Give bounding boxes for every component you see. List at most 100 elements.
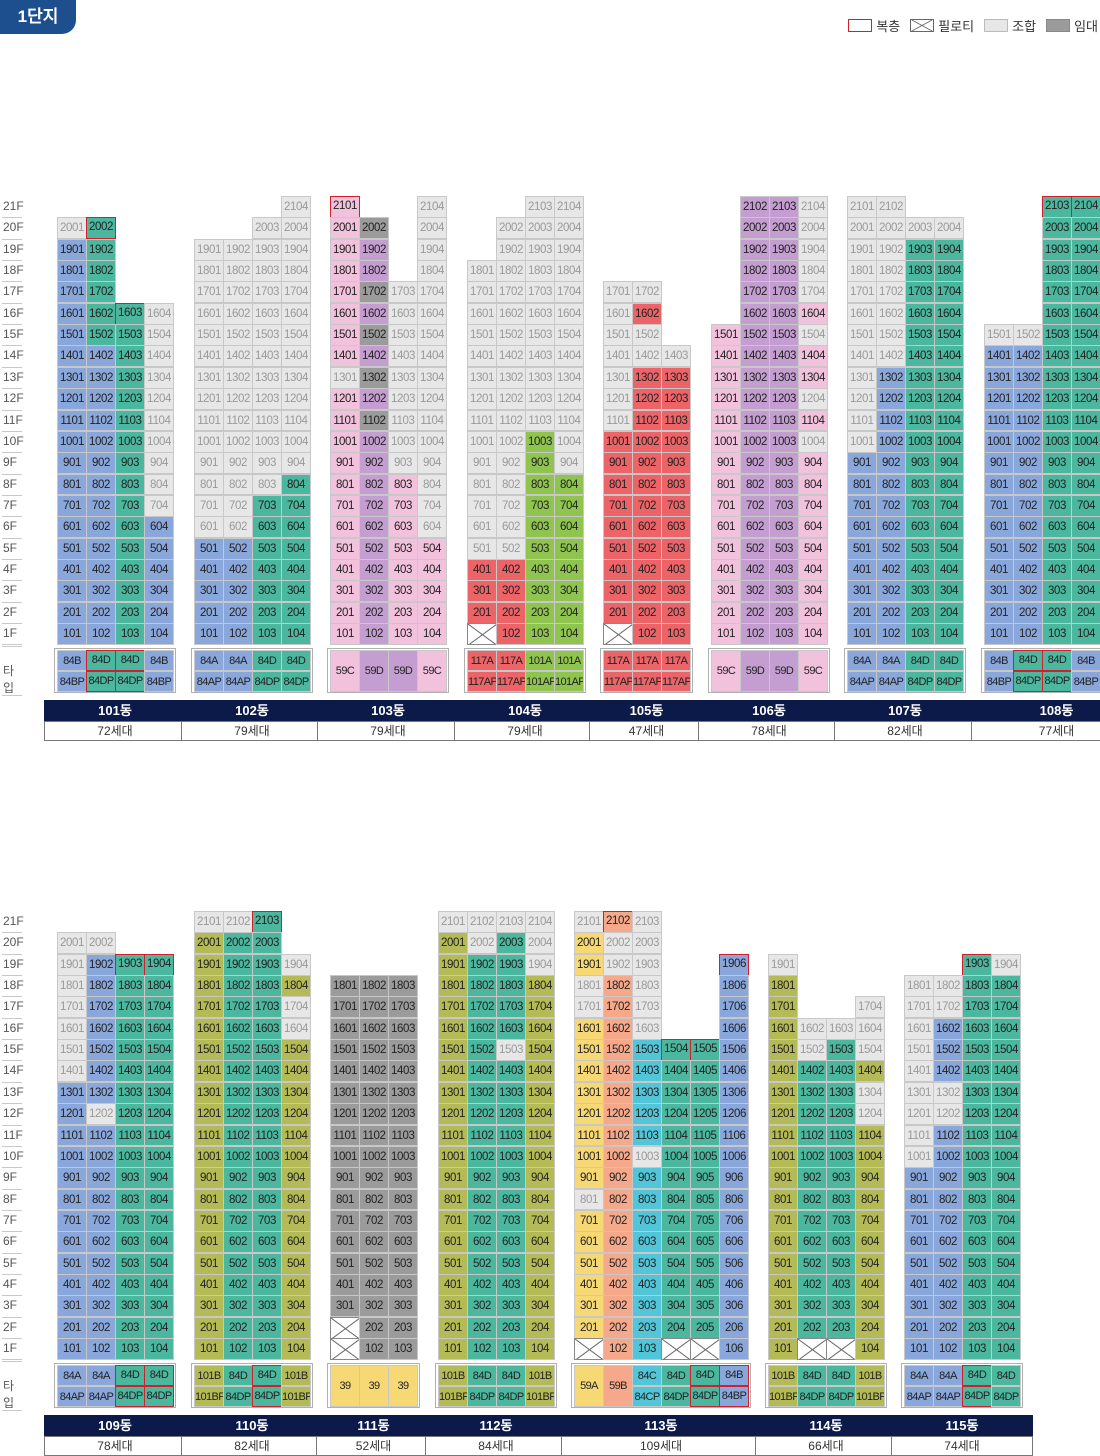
unit-cell: 1801 <box>847 260 877 282</box>
unit-cell: 402 <box>86 558 116 581</box>
unit-cell: 1702 <box>223 281 253 304</box>
unit-cell: 1602 <box>933 1017 963 1040</box>
unit-cell: 1103 <box>962 1124 992 1147</box>
unit-cell: 1702 <box>359 996 389 1019</box>
unit-cell: 1301 <box>438 1081 468 1104</box>
unit-cell: 1501 <box>194 1039 224 1062</box>
unit-cell: 1202 <box>876 388 906 411</box>
unit-cell: 1501 <box>904 1039 934 1062</box>
unit-cell: 2102 <box>740 196 770 218</box>
unit-cell: 1301 <box>904 1081 934 1104</box>
unit-cell: 1004 <box>144 430 174 453</box>
unit-cell: 1604 <box>525 1017 555 1040</box>
unit-cell: 404 <box>1071 558 1100 581</box>
unit-type-label: 59D <box>388 650 418 692</box>
unit-cell: 1103 <box>115 409 145 432</box>
unit-cell: 104 <box>417 623 447 645</box>
unit-cell: 402 <box>933 1273 963 1296</box>
unit-cell: 1305 <box>690 1081 720 1104</box>
unit-cell: 1102 <box>467 1124 497 1147</box>
unit-cell: 1604 <box>417 302 447 325</box>
unit-cell: 1801 <box>467 260 497 282</box>
unit-cell: 302 <box>359 1295 389 1318</box>
unit-cell: 503 <box>252 1252 282 1275</box>
unit-cell: 101 <box>194 1338 224 1360</box>
building-name: 102동 <box>181 700 323 722</box>
unit-cell: 1701 <box>438 996 468 1019</box>
unit-cell: 701 <box>330 1209 360 1232</box>
unit-cell: 404 <box>855 1273 885 1296</box>
unit-cell: 1302 <box>740 366 770 389</box>
unit-cell: 602 <box>603 1231 633 1254</box>
unit-cell: 1601 <box>330 302 360 325</box>
unit-cell: 304 <box>1071 580 1100 603</box>
unit-type-label: 84D <box>144 1365 174 1386</box>
floor-divider <box>2 558 22 560</box>
unit-type-label: 84D <box>252 650 282 671</box>
unit-cell: 1702 <box>467 996 497 1019</box>
unit-cell: 403 <box>252 1273 282 1296</box>
unit-cell: 504 <box>144 537 174 560</box>
unit-type-piloti-label: 84DP <box>797 1386 827 1407</box>
unit-cell: 1802 <box>223 975 253 997</box>
unit-cell: 602 <box>86 1231 116 1254</box>
unit-cell: 1803 <box>1042 260 1072 282</box>
unit-cell: 701 <box>194 494 224 517</box>
unit-cell: 1903 <box>1042 238 1072 261</box>
unit-cell: 203 <box>252 601 282 624</box>
unit-cell: 303 <box>826 1295 856 1318</box>
unit-cell: 602 <box>496 516 526 539</box>
unit-cell: 1304 <box>554 366 584 389</box>
unit-cell: 1201 <box>603 388 633 411</box>
unit-cell: 101 <box>847 623 877 645</box>
unit-cell: 1702 <box>603 996 633 1019</box>
unit-cell: 1603 <box>905 302 935 325</box>
type-row-label: 타입 <box>3 1379 15 1410</box>
unit-cell: 1904 <box>144 953 174 976</box>
unit-type-piloti-label: 84DP <box>991 1386 1021 1407</box>
floor-divider <box>2 281 22 283</box>
unit-cell: 803 <box>388 473 418 496</box>
unit-cell: 103 <box>769 623 799 645</box>
unit-cell: 102 <box>740 623 770 645</box>
floor-label: 3F <box>3 583 18 598</box>
unit-cell: 203 <box>252 1316 282 1339</box>
unit-cell: 1101 <box>847 409 877 432</box>
unit-cell: 1804 <box>934 260 964 282</box>
floor-divider <box>2 1188 22 1190</box>
unit-cell: 1202 <box>223 1103 253 1126</box>
unit-cell: 1403 <box>962 1060 992 1083</box>
floor-label: 11F <box>3 1127 23 1142</box>
piloti-cross-icon <box>691 1338 719 1359</box>
type-row-label: 타입 <box>3 664 15 695</box>
unit-cell: 1402 <box>359 345 389 368</box>
unit-cell: 1402 <box>86 345 116 368</box>
unit-cell: 903 <box>826 1167 856 1190</box>
unit-type-label: 59C <box>798 650 828 692</box>
unit-cell: 502 <box>467 1252 497 1275</box>
floor-divider <box>2 1060 22 1062</box>
unit-cell: 102 <box>632 623 662 645</box>
unit-type-label: 84D <box>467 1365 497 1386</box>
unit-cell: 403 <box>632 1273 662 1296</box>
household-count: 82세대 <box>181 1436 323 1456</box>
unit-cell: 1302 <box>797 1081 827 1104</box>
unit-type-piloti-label: 84AP <box>904 1386 934 1407</box>
unit-cell: 1302 <box>632 366 662 389</box>
floor-label: 4F <box>3 561 18 576</box>
unit-cell: 1501 <box>847 324 877 347</box>
unit-cell: 1904 <box>798 238 828 261</box>
unit-type-label: 39 <box>330 1365 360 1407</box>
unit-type-label: 84B <box>1071 650 1100 671</box>
unit-type-piloti-label: 84DP <box>1013 671 1043 692</box>
unit-type-piloti-label: 84AP <box>933 1386 963 1407</box>
unit-cell: 1101 <box>467 409 497 432</box>
unit-cell: 1503 <box>388 1039 418 1062</box>
unit-cell: 202 <box>876 601 906 624</box>
unit-cell: 304 <box>417 580 447 603</box>
unit-cell: 104 <box>144 623 174 645</box>
unit-cell: 1304 <box>417 366 447 389</box>
unit-cell: 1403 <box>388 345 418 368</box>
unit-type-label: 84A <box>904 1365 934 1386</box>
unit-cell: 1503 <box>826 1039 856 1062</box>
